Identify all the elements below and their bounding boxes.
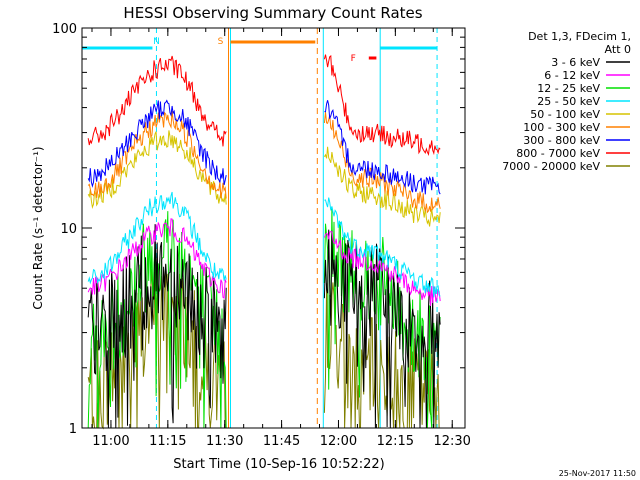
legend-label: 50 - 100 keV	[530, 108, 600, 121]
series-trace	[324, 100, 441, 195]
series-trace	[323, 231, 441, 307]
series-trace	[323, 54, 441, 156]
x-tick-label: 12:00	[320, 434, 357, 449]
series-trace	[87, 218, 227, 300]
y-tick-label: 10	[60, 222, 77, 237]
series-300-800-keV	[87, 99, 441, 195]
legend-title-line: Att 0	[605, 43, 631, 56]
legend-label: 3 - 6 keV	[551, 56, 600, 69]
x-tick-label: 11:45	[263, 434, 300, 449]
y-axis-label: Count Rate (s⁻¹ detector⁻¹)	[31, 146, 45, 309]
series-trace	[87, 110, 227, 199]
series-trace	[87, 191, 227, 285]
marker-f-label: F	[351, 54, 356, 64]
legend-label: 300 - 800 keV	[523, 134, 600, 147]
legend-label: 7000 - 20000 keV	[502, 160, 600, 173]
x-tick-label: 12:15	[377, 434, 414, 449]
series-trace	[87, 224, 227, 429]
marker-layer: N S F	[82, 37, 438, 64]
x-tick-label: 11:15	[149, 434, 186, 449]
x-tick-label: 11:00	[92, 434, 129, 449]
y-tick-label: 100	[52, 22, 77, 37]
series-trace	[323, 146, 441, 227]
gap-lines	[155, 28, 438, 428]
x-axis-label: Start Time (10-Sep-16 10:52:22)	[173, 457, 384, 472]
legend-label: 25 - 50 keV	[537, 95, 600, 108]
series-trace	[323, 207, 441, 429]
series-6-12-keV	[87, 218, 441, 307]
series-trace	[324, 197, 441, 298]
axes-layer: 11:00 11:15 11:30 11:45 12:00 12:15 12:30 1 10 10…	[52, 22, 471, 449]
series-800-7000-keV	[87, 54, 441, 156]
series-trace	[87, 99, 227, 188]
series-trace	[87, 55, 227, 147]
legend-label: 6 - 12 keV	[544, 69, 600, 82]
x-tick-label: 11:30	[206, 434, 243, 449]
x-tick-label: 12:30	[433, 434, 470, 449]
series-50-100-keV	[87, 130, 441, 227]
y-tick-label: 1	[69, 422, 77, 437]
marker-s-label: S	[218, 37, 224, 47]
legend-title-line: Det 1,3, FDecim 1,	[528, 30, 631, 43]
series-layer	[87, 54, 441, 430]
legend-label: 100 - 300 keV	[523, 121, 600, 134]
date-stamp: 25-Nov-2017 11:50	[559, 469, 636, 478]
series-trace	[87, 130, 227, 209]
marker-n-label: N	[153, 37, 160, 47]
legend-label: 12 - 25 keV	[537, 82, 600, 95]
legend-label: 800 - 7000 keV	[516, 147, 600, 160]
chart-title: HESSI Observing Summary Count Rates	[123, 4, 422, 22]
series-25-50-keV	[87, 191, 441, 298]
